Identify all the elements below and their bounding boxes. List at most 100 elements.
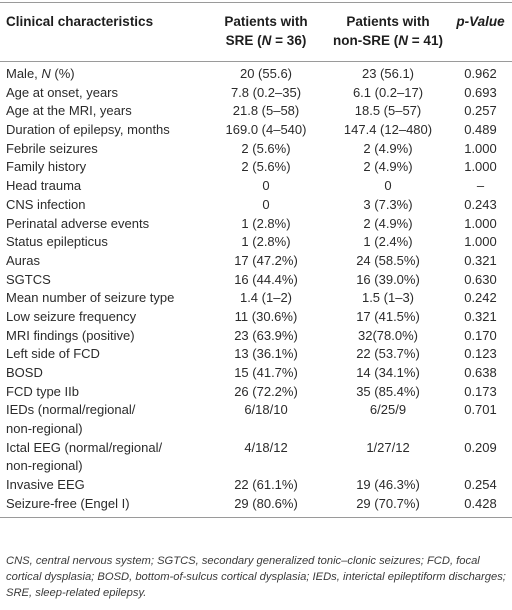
- row-sre-value: 21.8 (5–58): [232, 103, 300, 119]
- row-sre-value: 20 (55.6): [239, 66, 293, 81]
- row-sre-value: 6/18/10: [244, 402, 288, 418]
- row-label-line: Ictal EEG (normal/regional/: [6, 439, 163, 455]
- row-label: Perinatal adverse events: [6, 215, 150, 231]
- row-sre-value: 22 (61.1%): [234, 477, 298, 493]
- row-nonsre-value: 3 (7.3%): [363, 196, 413, 212]
- row-sre-value: 2 (5.6%): [241, 159, 291, 175]
- row-label: Left side of FCD: [6, 346, 100, 362]
- table-bottom-rule: [0, 516, 512, 518]
- row-sre-value: 23 (63.9%): [234, 327, 298, 343]
- row-label: IEDs (normal/regional/non-regional): [0, 401, 205, 438]
- row-sre-value: 17 (47.2%): [234, 252, 298, 268]
- table-row: IEDs (normal/regional/non-regional) 6/18/…: [0, 401, 512, 438]
- row-nonsre-value: 24 (58.5%): [356, 252, 420, 268]
- table-row: Febrile seizures 2 (5.6%) 2 (4.9%) 1.000: [0, 140, 512, 159]
- clinical-characteristics-table: Clinical characteristics Patients with S…: [0, 2, 512, 518]
- row-sre-value: 2 (5.6%): [241, 140, 291, 156]
- row-nonsre-value: 2 (4.9%): [363, 140, 413, 156]
- row-pvalue: 0.638: [464, 365, 497, 380]
- row-pvalue: 1.000: [464, 215, 497, 231]
- table-row: Invasive EEG 22 (61.1%) 19 (46.3%) 0.254: [0, 476, 512, 495]
- row-pvalue: 0.242: [464, 290, 497, 306]
- table-row: Mean number of seizure type 1.4 (1–2) 1.5 …: [0, 289, 512, 308]
- row-label-line: IEDs (normal/regional/: [6, 402, 136, 418]
- row-label: Invasive EEG: [6, 477, 85, 493]
- header-sre: Patients with SRE (N = 36): [205, 3, 327, 50]
- table-header: Clinical characteristics Patients with S…: [0, 3, 512, 62]
- row-label: Mean number of seizure type: [6, 290, 175, 306]
- row-nonsre-value: 16 (39.0%): [356, 271, 420, 287]
- row-label: Age at the MRI, years: [6, 103, 132, 119]
- row-pvalue: 0.701: [464, 402, 497, 418]
- row-pvalue: 0.123: [464, 346, 497, 362]
- row-sre-value: 169.0 (4–540): [225, 122, 307, 138]
- row-pvalue: 0.257: [464, 103, 497, 119]
- row-sre-value: 4/18/12: [244, 439, 288, 455]
- table-row: FCD type IIb 26 (72.2%) 35 (85.4%) 0.173: [0, 383, 512, 402]
- table-row: Status epilepticus 1 (2.8%) 1 (2.4%) 1.000: [0, 233, 512, 252]
- row-pvalue: 0.962: [464, 66, 497, 81]
- row-label: Family history: [6, 159, 87, 175]
- row-sre-value: 11 (30.6%): [234, 308, 298, 324]
- table-row: Auras 17 (47.2%) 24 (58.5%) 0.321: [0, 252, 512, 271]
- row-nonsre-value: 14 (34.1%): [356, 365, 420, 380]
- header-pvalue: p-Value: [456, 14, 505, 29]
- row-label-line: non-regional): [6, 458, 83, 474]
- header-nonsre: Patients with non-SRE (N = 41): [327, 3, 449, 50]
- row-nonsre-value: 2 (4.9%): [363, 159, 413, 175]
- row-label: Ictal EEG (normal/regional/non-regional): [0, 439, 205, 476]
- table-row: Duration of epilepsy, months 169.0 (4–540…: [0, 121, 512, 140]
- table-row: Family history 2 (5.6%) 2 (4.9%) 1.000: [0, 158, 512, 177]
- row-nonsre-value: 35 (85.4%): [356, 383, 420, 399]
- table-row: BOSD 15 (41.7%) 14 (34.1%) 0.638: [0, 364, 512, 383]
- table-row: Perinatal adverse events 1 (2.8%) 2 (4.9%)…: [0, 215, 512, 234]
- row-nonsre-value: 29 (70.7%): [356, 495, 420, 511]
- row-sre-value: 13 (36.1%): [234, 346, 298, 362]
- row-nonsre-value: 18.5 (5–57): [354, 103, 422, 119]
- table-row: CNS infection 0 3 (7.3%) 0.243: [0, 196, 512, 215]
- header-characteristics: Clinical characteristics: [6, 14, 154, 29]
- table-row: SGTCS 16 (44.4%) 16 (39.0%) 0.630: [0, 271, 512, 290]
- row-pvalue: 0.209: [464, 439, 497, 455]
- row-pvalue: 0.170: [464, 327, 497, 343]
- row-nonsre-value: 17 (41.5%): [356, 308, 420, 324]
- row-label: CNS infection: [6, 196, 86, 212]
- table-row: Age at the MRI, years 21.8 (5–58) 18.5 (5–…: [0, 102, 512, 121]
- row-nonsre-value: 19 (46.3%): [356, 477, 420, 493]
- row-nonsre-value: 2 (4.9%): [363, 215, 413, 231]
- row-label: Duration of epilepsy, months: [6, 122, 170, 138]
- row-sre-value: 16 (44.4%): [234, 271, 298, 287]
- row-nonsre-value: 6/25/9: [369, 402, 407, 418]
- row-sre-value: 1.4 (1–2): [239, 290, 293, 306]
- table-top-rule: [0, 2, 512, 3]
- row-sre-value: 7.8 (0.2–35): [230, 84, 302, 100]
- row-pvalue: 0.693: [464, 84, 497, 100]
- row-label: FCD type IIb: [6, 383, 79, 399]
- row-label: Age at onset, years: [6, 84, 119, 100]
- header-nonsre-line2: non-SRE (N = 41): [333, 33, 443, 48]
- row-pvalue: 0.630: [464, 271, 497, 287]
- row-label-line: non-regional): [6, 421, 83, 437]
- row-sre-value: 26 (72.2%): [234, 383, 298, 399]
- row-pvalue: 1.000: [464, 140, 497, 156]
- row-nonsre-value: 147.4 (12–480): [343, 122, 433, 138]
- row-label: Febrile seizures: [6, 140, 98, 156]
- row-nonsre-value: 0: [384, 178, 392, 194]
- row-nonsre-value: 6.1 (0.2–17): [352, 84, 424, 100]
- row-label: Low seizure frequency: [6, 308, 137, 324]
- row-nonsre-value: 23 (56.1): [361, 66, 415, 81]
- row-label: Male, N (%): [6, 66, 75, 81]
- row-nonsre-value: 1.5 (1–3): [361, 290, 415, 306]
- row-sre-value: 29 (80.6%): [234, 495, 298, 511]
- row-sre-value: 1 (2.8%): [241, 215, 291, 231]
- table-row: Low seizure frequency 11 (30.6%) 17 (41.5%…: [0, 308, 512, 327]
- row-pvalue: 0.243: [464, 196, 497, 212]
- row-pvalue: 0.173: [464, 383, 497, 399]
- row-label: SGTCS: [6, 271, 51, 287]
- table-footnote: CNS, central nervous system; SGTCS, seco…: [6, 555, 506, 599]
- row-sre-value: 0: [262, 196, 270, 212]
- table-row: MRI findings (positive) 23 (63.9%) 32(78.0…: [0, 327, 512, 346]
- row-pvalue: 0.489: [464, 122, 497, 138]
- row-pvalue: 0.428: [464, 495, 497, 511]
- row-pvalue: 0.321: [464, 252, 497, 268]
